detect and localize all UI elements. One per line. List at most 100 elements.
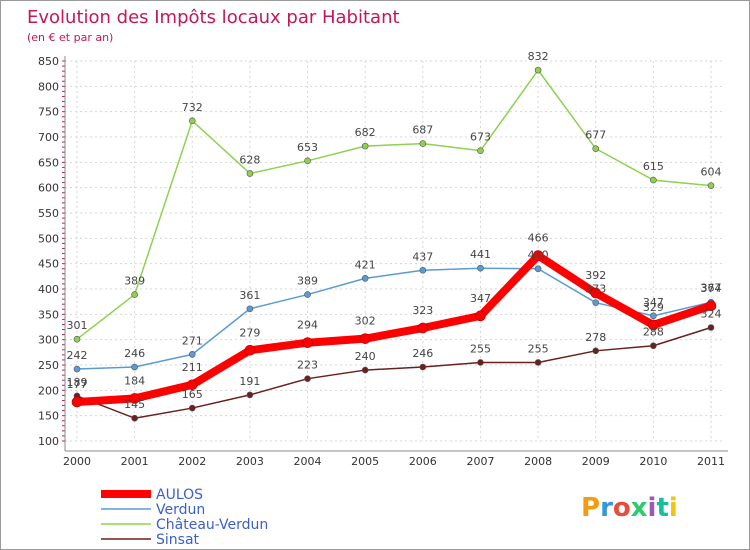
y-tick-label: 700 bbox=[38, 131, 59, 144]
data-label: 687 bbox=[412, 124, 433, 137]
logo-letter: t bbox=[656, 493, 668, 523]
data-point bbox=[592, 145, 600, 152]
data-point bbox=[359, 333, 371, 344]
x-tick-label: 2001 bbox=[121, 455, 149, 468]
data-point bbox=[532, 250, 544, 261]
chart-subtitle: (en € et par an) bbox=[27, 31, 113, 44]
legend-label: Sinsat bbox=[156, 532, 200, 548]
y-tick-label: 450 bbox=[38, 258, 59, 271]
x-tick-label: 2007 bbox=[466, 455, 494, 468]
series-line-sinsat bbox=[76, 326, 712, 419]
y-tick-label: 250 bbox=[38, 359, 59, 372]
data-label: 279 bbox=[239, 326, 260, 339]
data-label: 437 bbox=[412, 250, 433, 263]
data-label: 189 bbox=[67, 376, 88, 389]
data-label: 373 bbox=[585, 283, 606, 296]
x-tick-label: 2011 bbox=[697, 455, 725, 468]
data-point bbox=[650, 312, 657, 320]
data-label: 347 bbox=[643, 296, 664, 309]
y-tick-label: 550 bbox=[38, 207, 59, 220]
data-point bbox=[186, 379, 198, 391]
logo-text: Proxiti bbox=[581, 493, 678, 523]
data-label: 392 bbox=[585, 269, 606, 282]
data-label: 301 bbox=[67, 319, 88, 332]
data-label: 184 bbox=[124, 374, 145, 387]
y-tick-label: 500 bbox=[38, 232, 59, 245]
logo-letter: i bbox=[648, 493, 657, 523]
data-point bbox=[361, 366, 369, 374]
data-point bbox=[246, 305, 254, 313]
y-tick-label: 800 bbox=[38, 80, 59, 93]
logo-letter: i bbox=[669, 493, 678, 523]
data-point bbox=[131, 363, 138, 371]
data-label: 615 bbox=[643, 160, 664, 173]
y-tick-label: 150 bbox=[38, 410, 59, 423]
data-label: 323 bbox=[412, 304, 433, 317]
data-point bbox=[477, 359, 484, 366]
data-label: 677 bbox=[585, 129, 606, 142]
data-label: 682 bbox=[355, 126, 376, 139]
legend-label: AULOS bbox=[156, 487, 203, 503]
data-label: 165 bbox=[182, 388, 203, 401]
data-label: 329 bbox=[643, 301, 664, 314]
data-point bbox=[246, 170, 254, 177]
data-label: 421 bbox=[355, 258, 376, 271]
data-point bbox=[707, 182, 715, 189]
data-point bbox=[477, 147, 484, 154]
data-point bbox=[246, 391, 254, 399]
data-label: 145 bbox=[124, 398, 145, 411]
series-line-ch-teau-verdun bbox=[76, 69, 712, 340]
data-label: 177 bbox=[67, 378, 88, 391]
data-point bbox=[705, 300, 717, 312]
data-point bbox=[592, 299, 600, 306]
chart-title: Evolution des Impôts locaux par Habitant bbox=[27, 7, 400, 28]
data-label: 374 bbox=[701, 282, 722, 295]
legend-label: Verdun bbox=[156, 502, 205, 518]
data-point bbox=[304, 375, 311, 382]
x-tick-label: 2002 bbox=[178, 455, 206, 468]
data-point bbox=[188, 404, 196, 412]
data-point bbox=[590, 287, 602, 299]
data-point bbox=[419, 140, 427, 147]
axis-layer: 100 150 200 250 300 350 400 450 500 550 600 650 700 7… bbox=[38, 55, 728, 468]
data-point bbox=[188, 351, 196, 358]
data-point bbox=[71, 396, 83, 408]
x-tick-label: 2004 bbox=[294, 455, 322, 468]
data-label: 271 bbox=[182, 334, 203, 347]
y-tick-label: 350 bbox=[38, 308, 59, 321]
logo-letter: x bbox=[631, 493, 648, 523]
data-label: 242 bbox=[67, 349, 88, 362]
data-label: 628 bbox=[239, 153, 260, 166]
data-label: 246 bbox=[412, 347, 433, 360]
proxiti-logo: Proxiti bbox=[581, 493, 678, 523]
y-tick-label: 300 bbox=[38, 334, 59, 347]
data-point bbox=[707, 324, 715, 331]
data-point bbox=[534, 66, 542, 74]
data-label: 302 bbox=[355, 315, 376, 328]
data-label: 440 bbox=[528, 249, 549, 262]
data-label: 240 bbox=[355, 350, 376, 363]
data-label: 255 bbox=[528, 342, 549, 355]
data-label: 223 bbox=[297, 359, 318, 372]
data-label: 604 bbox=[701, 166, 722, 179]
data-point bbox=[534, 265, 542, 273]
x-tick-label: 2000 bbox=[63, 455, 91, 468]
data-point bbox=[361, 275, 369, 282]
data-label: 673 bbox=[470, 131, 491, 144]
x-tick-label: 2005 bbox=[351, 455, 379, 468]
data-point bbox=[417, 322, 429, 334]
data-point bbox=[73, 365, 81, 373]
x-tick-label: 2003 bbox=[236, 455, 264, 468]
x-tick-label: 2009 bbox=[582, 455, 610, 468]
data-point bbox=[131, 414, 138, 422]
data-label: 389 bbox=[124, 275, 145, 288]
data-point bbox=[419, 363, 427, 371]
data-label: 278 bbox=[585, 331, 606, 344]
data-point bbox=[361, 142, 369, 150]
data-label: 367 bbox=[701, 282, 722, 295]
data-label: 441 bbox=[470, 248, 491, 261]
logo-letter: o bbox=[613, 493, 631, 523]
logo-letter: P bbox=[581, 493, 600, 523]
